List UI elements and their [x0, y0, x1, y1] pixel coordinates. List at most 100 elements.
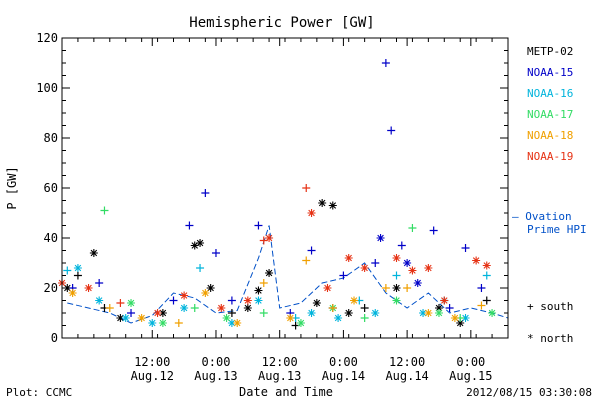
point-noaa-15-4 — [185, 221, 194, 230]
x-tick-sublabel-4: Aug.14 — [385, 369, 428, 383]
point-noaa-16-7 — [227, 319, 236, 327]
point-noaa-16-18 — [482, 271, 491, 280]
y-tick-label-80: 80 — [44, 131, 58, 145]
point-noaa-19-14 — [392, 254, 401, 262]
point-noaa-19-1 — [84, 284, 93, 292]
point-noaa-18-0 — [68, 289, 77, 297]
y-tick-label-100: 100 — [36, 81, 58, 95]
point-noaa-15-2 — [127, 309, 136, 317]
point-noaa-19-2 — [116, 299, 125, 307]
legend: METP-02 NOAA-15 NOAA-16 NOAA-17 NOAA-18 NOAA-… — [527, 45, 573, 163]
x-axis-label: Date and Time — [239, 385, 333, 399]
point-noaa-18-4 — [201, 289, 210, 297]
point-metp-02-5 — [158, 309, 167, 317]
point-noaa-16-2 — [95, 296, 104, 305]
point-noaa-15-10 — [307, 246, 316, 255]
point-metp-02-4 — [116, 314, 125, 322]
data-points-layer — [58, 59, 497, 330]
point-metp-02-17 — [344, 309, 353, 317]
point-noaa-17-8 — [360, 314, 369, 322]
point-noaa-19-9 — [302, 184, 311, 192]
point-noaa-17-1 — [127, 299, 136, 307]
point-noaa-17-0 — [100, 206, 109, 215]
plot-credit: Plot: CCMC — [6, 386, 72, 399]
point-noaa-15-5 — [201, 189, 210, 197]
point-noaa-16-3 — [121, 314, 130, 322]
legend-ovation-line1: — Ovation — [512, 210, 572, 223]
point-noaa-19-6 — [243, 296, 252, 305]
point-noaa-18-5 — [233, 319, 242, 327]
plot-timestamp: 2012/08/15 03:30:08 — [466, 386, 592, 399]
point-noaa-18-15 — [477, 301, 486, 310]
point-noaa-16-0 — [63, 266, 72, 275]
legend-item-noaa-15: NOAA-15 — [527, 66, 573, 79]
point-metp-02-1 — [73, 271, 82, 280]
y-tick-label-120: 120 — [36, 31, 58, 45]
point-noaa-19-18 — [472, 256, 481, 265]
point-noaa-16-15 — [419, 309, 428, 317]
point-noaa-19-11 — [323, 284, 332, 292]
point-noaa-15-15 — [381, 59, 390, 67]
point-noaa-18-7 — [286, 314, 295, 322]
point-noaa-17-6 — [296, 319, 305, 327]
x-tick-sublabel-2: Aug.13 — [258, 369, 301, 383]
legend-south-marker: + south — [527, 300, 573, 313]
point-noaa-16-10 — [307, 309, 316, 317]
point-noaa-15-19 — [413, 279, 422, 287]
point-noaa-17-2 — [158, 319, 167, 327]
point-noaa-18-10 — [350, 296, 359, 305]
legend-north-marker: * north — [527, 332, 573, 345]
y-tick-label-20: 20 — [44, 281, 58, 295]
x-tick-label-1: 0:00 — [202, 355, 231, 369]
point-noaa-15-12 — [339, 271, 348, 280]
point-metp-02-9 — [227, 309, 236, 317]
point-noaa-15-3 — [169, 296, 178, 305]
legend-item-noaa-17: NOAA-17 — [527, 108, 573, 121]
point-metp-02-12 — [265, 269, 274, 277]
point-noaa-19-15 — [408, 266, 417, 275]
point-noaa-18-8 — [302, 256, 311, 265]
point-noaa-15-18 — [403, 259, 412, 267]
chart-title: Hemispheric Power [GW] — [189, 15, 374, 31]
legend-item-noaa-18: NOAA-18 — [527, 129, 573, 142]
point-metp-02-14 — [312, 299, 321, 307]
y-tick-label-40: 40 — [44, 231, 58, 245]
legend-ovation-line2: Prime HPI — [527, 223, 587, 236]
point-noaa-19-12 — [344, 254, 353, 262]
legend-item-noaa-19: NOAA-19 — [527, 150, 573, 163]
point-noaa-15-17 — [397, 241, 406, 250]
point-noaa-19-8 — [265, 234, 274, 242]
point-noaa-18-3 — [174, 319, 183, 327]
point-metp-02-10 — [243, 304, 252, 312]
point-noaa-19-5 — [217, 304, 226, 312]
x-tick-sublabel-5: Aug.15 — [449, 369, 492, 383]
point-metp-02-20 — [434, 304, 443, 312]
point-noaa-17-4 — [222, 314, 231, 322]
point-noaa-16-6 — [196, 264, 205, 272]
point-noaa-16-8 — [254, 296, 263, 305]
x-tick-label-0: 12:00 — [134, 355, 170, 369]
point-noaa-18-6 — [259, 279, 268, 287]
axes-layer: 02040608010012012:00Aug.120:00Aug.1312:0… — [36, 31, 509, 383]
point-metp-02-11 — [254, 286, 263, 295]
point-noaa-18-2 — [137, 314, 146, 322]
x-tick-sublabel-3: Aug.14 — [322, 369, 365, 383]
point-noaa-18-14 — [450, 314, 459, 322]
point-noaa-15-13 — [371, 259, 380, 267]
point-metp-02-2 — [89, 249, 98, 257]
point-noaa-15-6 — [211, 249, 220, 257]
point-metp-02-15 — [318, 199, 327, 207]
point-noaa-18-12 — [403, 284, 412, 292]
point-noaa-17-13 — [488, 309, 497, 317]
point-noaa-19-4 — [180, 291, 189, 300]
point-metp-02-16 — [328, 201, 337, 210]
point-noaa-17-3 — [190, 304, 199, 312]
point-noaa-19-3 — [153, 309, 162, 317]
x-tick-sublabel-0: Aug.12 — [131, 369, 174, 383]
point-noaa-18-11 — [381, 284, 390, 292]
x-tick-label-3: 0:00 — [329, 355, 358, 369]
point-noaa-18-1 — [105, 304, 114, 312]
point-noaa-16-14 — [392, 271, 401, 280]
point-noaa-15-14 — [376, 234, 385, 242]
x-tick-label-4: 12:00 — [389, 355, 425, 369]
